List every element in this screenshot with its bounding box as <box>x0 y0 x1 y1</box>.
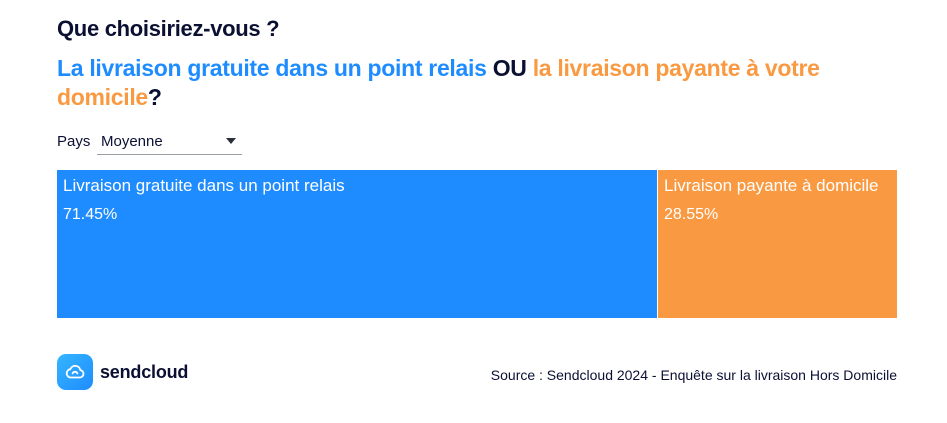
treemap-chart: Livraison gratuite dans un point relais 7… <box>57 170 897 318</box>
subtitle-end: ? <box>147 84 162 110</box>
country-filter-value: Moyenne <box>101 133 163 150</box>
segment-2[interactable]: Livraison payante à domicile 28.55% <box>657 170 897 318</box>
segment-value-label: 28.55% <box>664 206 719 223</box>
question-subtitle: La livraison gratuite dans un point rela… <box>57 54 897 112</box>
country-filter-label: Pays <box>57 133 91 150</box>
subtitle-connector: OU <box>486 55 533 81</box>
segment-label: Livraison gratuite dans un point relais <box>63 176 345 195</box>
segment-value-label: 71.45% <box>63 206 118 223</box>
sendcloud-logo: sendcloud <box>57 354 188 390</box>
segment-1[interactable]: Livraison gratuite dans un point relais 7… <box>57 170 657 318</box>
brand-name: sendcloud <box>100 361 189 382</box>
subtitle-option-b: la livraison payante à votre domicile <box>57 55 820 110</box>
cloud-icon <box>57 354 93 390</box>
chevron-down-icon <box>226 138 236 144</box>
question-title: Que choisiriez-vous ? <box>57 16 280 41</box>
country-filter-dropdown[interactable]: Moyenne <box>97 128 242 155</box>
source-note: Source : Sendcloud 2024 - Enquête sur la… <box>490 367 897 383</box>
subtitle-option-a: La livraison gratuite dans un point rela… <box>57 55 487 81</box>
segment-label: Livraison payante à domicile <box>664 176 879 195</box>
cloud-icon-graphic <box>65 364 85 379</box>
